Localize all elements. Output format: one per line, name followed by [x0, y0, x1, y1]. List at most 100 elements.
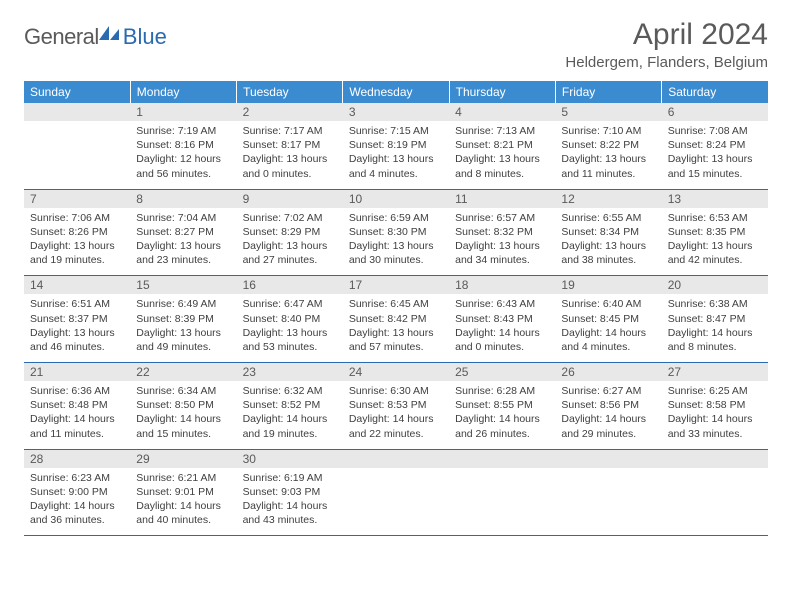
header: General Blue April 2024 Heldergem, Fland… [24, 18, 768, 71]
day-text [24, 121, 130, 183]
location: Heldergem, Flanders, Belgium [565, 54, 768, 71]
day-text: Sunrise: 7:15 AMSunset: 8:19 PMDaylight:… [343, 121, 449, 189]
calendar-cell: 26Sunrise: 6:27 AMSunset: 8:56 PMDayligh… [555, 363, 661, 450]
day-number: 15 [130, 276, 236, 294]
day-text: Sunrise: 6:57 AMSunset: 8:32 PMDaylight:… [449, 208, 555, 276]
day-text: Sunrise: 6:32 AMSunset: 8:52 PMDaylight:… [237, 381, 343, 449]
day-text: Sunrise: 6:49 AMSunset: 8:39 PMDaylight:… [130, 294, 236, 362]
calendar-row: 14Sunrise: 6:51 AMSunset: 8:37 PMDayligh… [24, 276, 768, 363]
calendar-cell: 1Sunrise: 7:19 AMSunset: 8:16 PMDaylight… [130, 103, 236, 189]
day-text: Sunrise: 6:27 AMSunset: 8:56 PMDaylight:… [555, 381, 661, 449]
day-text: Sunrise: 6:43 AMSunset: 8:43 PMDaylight:… [449, 294, 555, 362]
calendar-cell: 22Sunrise: 6:34 AMSunset: 8:50 PMDayligh… [130, 363, 236, 450]
calendar-cell: 16Sunrise: 6:47 AMSunset: 8:40 PMDayligh… [237, 276, 343, 363]
day-text: Sunrise: 6:25 AMSunset: 8:58 PMDaylight:… [662, 381, 768, 449]
calendar-row: 21Sunrise: 6:36 AMSunset: 8:48 PMDayligh… [24, 363, 768, 450]
day-number: 19 [555, 276, 661, 294]
calendar-row: 7Sunrise: 7:06 AMSunset: 8:26 PMDaylight… [24, 189, 768, 276]
day-text: Sunrise: 6:55 AMSunset: 8:34 PMDaylight:… [555, 208, 661, 276]
day-number [449, 450, 555, 468]
calendar-cell: 30Sunrise: 6:19 AMSunset: 9:03 PMDayligh… [237, 449, 343, 536]
day-number: 28 [24, 450, 130, 468]
calendar-row: 28Sunrise: 6:23 AMSunset: 9:00 PMDayligh… [24, 449, 768, 536]
day-text: Sunrise: 6:40 AMSunset: 8:45 PMDaylight:… [555, 294, 661, 362]
day-number: 7 [24, 190, 130, 208]
logo: General Blue [24, 18, 167, 50]
calendar-cell: 14Sunrise: 6:51 AMSunset: 8:37 PMDayligh… [24, 276, 130, 363]
calendar-cell: 17Sunrise: 6:45 AMSunset: 8:42 PMDayligh… [343, 276, 449, 363]
day-text: Sunrise: 7:06 AMSunset: 8:26 PMDaylight:… [24, 208, 130, 276]
calendar-cell: 19Sunrise: 6:40 AMSunset: 8:45 PMDayligh… [555, 276, 661, 363]
calendar-cell [24, 103, 130, 189]
calendar-cell: 29Sunrise: 6:21 AMSunset: 9:01 PMDayligh… [130, 449, 236, 536]
calendar-cell: 24Sunrise: 6:30 AMSunset: 8:53 PMDayligh… [343, 363, 449, 450]
calendar-cell [662, 449, 768, 536]
calendar-cell: 12Sunrise: 6:55 AMSunset: 8:34 PMDayligh… [555, 189, 661, 276]
day-text [555, 468, 661, 530]
day-number: 3 [343, 103, 449, 121]
day-number: 29 [130, 450, 236, 468]
day-text: Sunrise: 6:34 AMSunset: 8:50 PMDaylight:… [130, 381, 236, 449]
day-text: Sunrise: 6:47 AMSunset: 8:40 PMDaylight:… [237, 294, 343, 362]
day-text: Sunrise: 7:19 AMSunset: 8:16 PMDaylight:… [130, 121, 236, 189]
dow-header: Thursday [449, 81, 555, 103]
day-number: 16 [237, 276, 343, 294]
day-number: 4 [449, 103, 555, 121]
day-number: 12 [555, 190, 661, 208]
day-number [24, 103, 130, 121]
calendar-cell: 11Sunrise: 6:57 AMSunset: 8:32 PMDayligh… [449, 189, 555, 276]
calendar-cell: 2Sunrise: 7:17 AMSunset: 8:17 PMDaylight… [237, 103, 343, 189]
day-text: Sunrise: 6:51 AMSunset: 8:37 PMDaylight:… [24, 294, 130, 362]
day-text: Sunrise: 6:36 AMSunset: 8:48 PMDaylight:… [24, 381, 130, 449]
calendar-cell: 23Sunrise: 6:32 AMSunset: 8:52 PMDayligh… [237, 363, 343, 450]
calendar-cell: 8Sunrise: 7:04 AMSunset: 8:27 PMDaylight… [130, 189, 236, 276]
day-number: 27 [662, 363, 768, 381]
day-number: 13 [662, 190, 768, 208]
dow-header: Tuesday [237, 81, 343, 103]
calendar-cell: 18Sunrise: 6:43 AMSunset: 8:43 PMDayligh… [449, 276, 555, 363]
day-text: Sunrise: 7:13 AMSunset: 8:21 PMDaylight:… [449, 121, 555, 189]
calendar-cell: 28Sunrise: 6:23 AMSunset: 9:00 PMDayligh… [24, 449, 130, 536]
calendar-cell: 21Sunrise: 6:36 AMSunset: 8:48 PMDayligh… [24, 363, 130, 450]
day-number: 11 [449, 190, 555, 208]
day-number: 10 [343, 190, 449, 208]
day-text: Sunrise: 7:10 AMSunset: 8:22 PMDaylight:… [555, 121, 661, 189]
day-number: 25 [449, 363, 555, 381]
day-number: 6 [662, 103, 768, 121]
calendar-cell: 4Sunrise: 7:13 AMSunset: 8:21 PMDaylight… [449, 103, 555, 189]
calendar-cell: 7Sunrise: 7:06 AMSunset: 8:26 PMDaylight… [24, 189, 130, 276]
calendar-cell [449, 449, 555, 536]
dow-header: Saturday [662, 81, 768, 103]
dow-header: Monday [130, 81, 236, 103]
calendar-cell: 3Sunrise: 7:15 AMSunset: 8:19 PMDaylight… [343, 103, 449, 189]
title-block: April 2024 Heldergem, Flanders, Belgium [565, 18, 768, 71]
day-number: 20 [662, 276, 768, 294]
day-text: Sunrise: 6:53 AMSunset: 8:35 PMDaylight:… [662, 208, 768, 276]
day-text: Sunrise: 7:08 AMSunset: 8:24 PMDaylight:… [662, 121, 768, 189]
day-text: Sunrise: 6:19 AMSunset: 9:03 PMDaylight:… [237, 468, 343, 536]
day-text: Sunrise: 7:17 AMSunset: 8:17 PMDaylight:… [237, 121, 343, 189]
dow-header: Wednesday [343, 81, 449, 103]
calendar-table: SundayMondayTuesdayWednesdayThursdayFrid… [24, 81, 768, 536]
calendar-cell: 6Sunrise: 7:08 AMSunset: 8:24 PMDaylight… [662, 103, 768, 189]
day-number [343, 450, 449, 468]
calendar-cell: 9Sunrise: 7:02 AMSunset: 8:29 PMDaylight… [237, 189, 343, 276]
day-text [343, 468, 449, 530]
calendar-cell: 27Sunrise: 6:25 AMSunset: 8:58 PMDayligh… [662, 363, 768, 450]
day-number: 2 [237, 103, 343, 121]
day-text: Sunrise: 6:30 AMSunset: 8:53 PMDaylight:… [343, 381, 449, 449]
day-number: 8 [130, 190, 236, 208]
day-text: Sunrise: 6:59 AMSunset: 8:30 PMDaylight:… [343, 208, 449, 276]
calendar-cell: 15Sunrise: 6:49 AMSunset: 8:39 PMDayligh… [130, 276, 236, 363]
day-number: 1 [130, 103, 236, 121]
day-text: Sunrise: 7:04 AMSunset: 8:27 PMDaylight:… [130, 208, 236, 276]
calendar-cell [343, 449, 449, 536]
day-number: 5 [555, 103, 661, 121]
day-text: Sunrise: 6:38 AMSunset: 8:47 PMDaylight:… [662, 294, 768, 362]
day-number: 26 [555, 363, 661, 381]
day-number: 18 [449, 276, 555, 294]
month-title: April 2024 [565, 18, 768, 52]
calendar-page: General Blue April 2024 Heldergem, Fland… [0, 0, 792, 554]
day-number: 14 [24, 276, 130, 294]
day-number: 22 [130, 363, 236, 381]
